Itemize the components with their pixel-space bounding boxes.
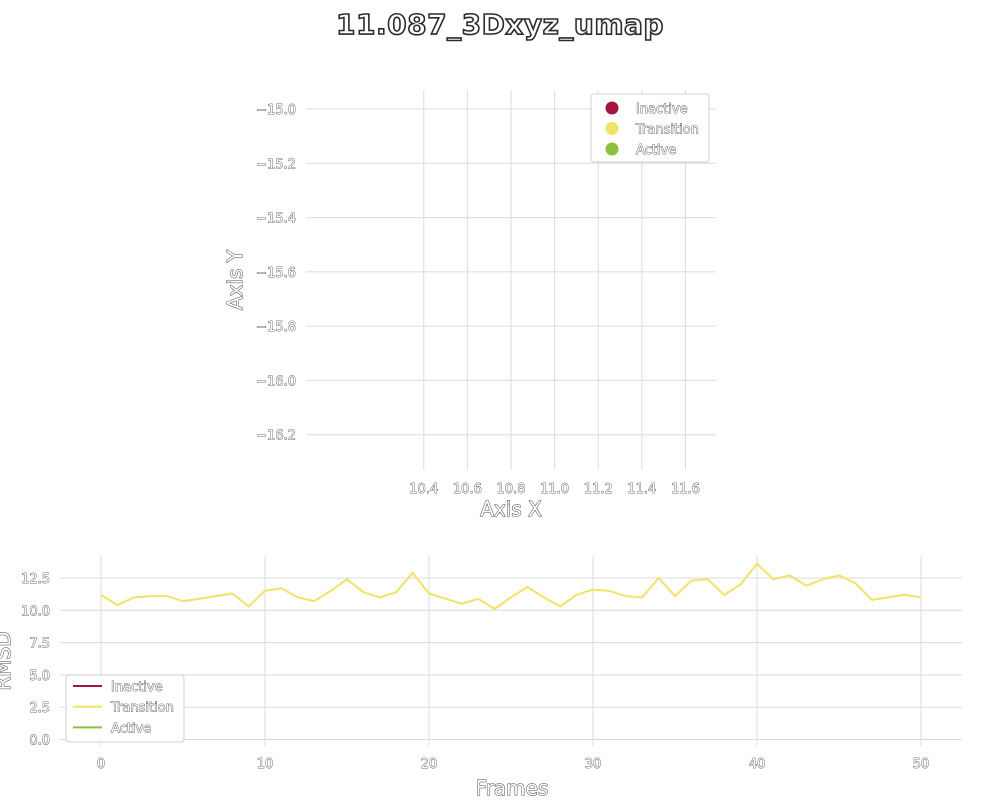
y-tick-label: −15.2 — [256, 157, 296, 172]
legend-box — [65, 674, 185, 743]
x-axis-label: Axis X — [480, 497, 542, 521]
x-axis-label: Frames — [476, 776, 549, 800]
x-tick-label: 20 — [421, 757, 438, 772]
legend-label: Inactive — [111, 680, 163, 695]
y-tick-label: −15.0 — [256, 103, 296, 118]
x-tick-label: 11.6 — [671, 482, 700, 497]
y-tick-label: 2.5 — [29, 701, 50, 716]
legend-label: Transition — [110, 701, 174, 716]
legend-label: Inactive — [636, 102, 688, 117]
x-tick-label: 11.2 — [584, 482, 613, 497]
x-tick-label: 0 — [97, 757, 105, 772]
y-tick-label: 0.0 — [29, 734, 50, 749]
y-tick-label: 7.5 — [29, 637, 50, 652]
y-axis-label: RMSD — [0, 631, 15, 690]
x-tick-label: 30 — [585, 757, 602, 772]
y-tick-label: 12.5 — [21, 572, 50, 587]
umap-scatter-plot: 10.4 10.6 10.8 11.0 11.2 11.4 11.6 −15.0 −15.2 −1… — [223, 90, 716, 522]
x-tick-label: 10.6 — [453, 482, 482, 497]
legend-label: Active — [636, 143, 676, 158]
x-tick-label: 40 — [749, 757, 766, 772]
y-tick-label: −16.0 — [256, 374, 296, 389]
chart-title: 11.087_3Dxyz_umap — [335, 7, 664, 42]
y-tick-label: 10.0 — [21, 604, 50, 619]
y-tick-label: −15.6 — [256, 266, 296, 281]
rmsd-line-plot: 0 10 20 30 40 50 0.0 2.5 5.0 7.5 10.0 12.5 Frames RMS… — [0, 556, 962, 800]
legend-marker — [605, 142, 619, 156]
x-tick-label: 11.4 — [627, 482, 656, 497]
x-tick-label: 11.0 — [540, 482, 569, 497]
y-tick-label: 5.0 — [29, 669, 50, 684]
y-tick-label: −16.2 — [256, 429, 296, 444]
legend-label: Transition — [635, 123, 699, 138]
x-tick-label: 10 — [257, 757, 274, 772]
legend-box — [590, 93, 710, 163]
legend-label: Active — [111, 721, 151, 736]
x-tick-label: 10.4 — [409, 482, 438, 497]
series-line-transition — [100, 562, 922, 610]
x-tick-label: 50 — [913, 757, 930, 772]
y-axis-label: Axis Y — [223, 249, 247, 310]
y-tick-label: −15.4 — [256, 212, 296, 227]
y-tick-label: −15.8 — [256, 320, 296, 335]
x-tick-label: 10.8 — [497, 482, 526, 497]
legend-marker — [605, 101, 619, 115]
legend-marker — [605, 122, 619, 135]
